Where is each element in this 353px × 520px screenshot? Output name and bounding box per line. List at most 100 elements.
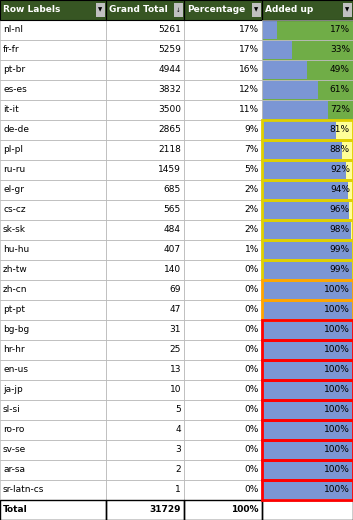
- Bar: [184, 380, 262, 400]
- Text: 100%: 100%: [324, 425, 350, 435]
- Text: 2: 2: [175, 465, 181, 474]
- Bar: [184, 440, 262, 460]
- Bar: [262, 460, 353, 480]
- Bar: [0, 400, 106, 420]
- Bar: [0, 440, 106, 460]
- Bar: [106, 0, 184, 20]
- Bar: [184, 20, 262, 40]
- Bar: [348, 201, 349, 219]
- Bar: [106, 160, 184, 180]
- Bar: [0, 100, 106, 120]
- Text: 484: 484: [164, 226, 181, 235]
- Bar: [262, 80, 353, 100]
- Bar: [106, 260, 184, 280]
- Text: 7%: 7%: [245, 146, 259, 154]
- Bar: [292, 61, 307, 79]
- Bar: [106, 400, 184, 420]
- Bar: [184, 0, 262, 20]
- Bar: [262, 121, 328, 139]
- Bar: [0, 140, 106, 160]
- Text: 0%: 0%: [245, 446, 259, 454]
- Text: 0%: 0%: [245, 406, 259, 414]
- Text: Grand Total: Grand Total: [109, 6, 168, 15]
- Text: 16%: 16%: [239, 66, 259, 74]
- Bar: [0, 220, 106, 240]
- Bar: [342, 161, 346, 179]
- Bar: [0, 140, 106, 160]
- Bar: [0, 20, 106, 40]
- Bar: [106, 40, 184, 60]
- Bar: [106, 500, 184, 520]
- Bar: [0, 340, 106, 360]
- Bar: [0, 340, 106, 360]
- Bar: [0, 480, 106, 500]
- Bar: [262, 120, 353, 140]
- Bar: [184, 20, 262, 40]
- Bar: [184, 500, 262, 520]
- Text: ↓: ↓: [176, 7, 181, 12]
- Bar: [0, 360, 106, 380]
- Bar: [184, 60, 262, 80]
- Bar: [184, 340, 262, 360]
- Bar: [184, 80, 262, 100]
- Bar: [0, 60, 106, 80]
- Bar: [349, 221, 351, 239]
- Text: 47: 47: [170, 305, 181, 315]
- Text: el-gr: el-gr: [3, 186, 24, 194]
- Bar: [262, 220, 353, 240]
- Text: nl-nl: nl-nl: [3, 25, 23, 34]
- Text: 5%: 5%: [245, 165, 259, 175]
- Bar: [184, 220, 262, 240]
- Text: 25: 25: [170, 345, 181, 355]
- Text: zh-tw: zh-tw: [3, 266, 28, 275]
- Text: 69: 69: [169, 285, 181, 294]
- Bar: [262, 201, 348, 219]
- Text: 1%: 1%: [245, 245, 259, 254]
- Text: 33%: 33%: [330, 45, 350, 55]
- Bar: [0, 400, 106, 420]
- Bar: [184, 200, 262, 220]
- Text: 0%: 0%: [245, 285, 259, 294]
- Bar: [184, 420, 262, 440]
- Bar: [262, 420, 353, 440]
- Bar: [184, 260, 262, 280]
- Bar: [106, 420, 184, 440]
- Bar: [184, 460, 262, 480]
- Text: 0%: 0%: [245, 366, 259, 374]
- Bar: [262, 360, 353, 380]
- Text: 11%: 11%: [239, 106, 259, 114]
- Bar: [262, 21, 277, 39]
- Text: sk-sk: sk-sk: [3, 226, 26, 235]
- Bar: [184, 400, 262, 420]
- Bar: [262, 100, 353, 120]
- Text: 407: 407: [164, 245, 181, 254]
- Bar: [262, 200, 353, 220]
- Bar: [262, 220, 353, 240]
- Bar: [307, 81, 317, 99]
- Bar: [184, 300, 262, 320]
- Bar: [106, 140, 184, 160]
- Bar: [106, 200, 184, 220]
- Bar: [0, 0, 106, 20]
- Text: 1459: 1459: [158, 165, 181, 175]
- Bar: [262, 20, 353, 40]
- Text: 140: 140: [164, 266, 181, 275]
- Text: Row Labels: Row Labels: [3, 6, 60, 15]
- Bar: [0, 0, 106, 20]
- Text: 3832: 3832: [158, 85, 181, 95]
- Bar: [0, 360, 106, 380]
- Text: de-de: de-de: [3, 125, 29, 135]
- Bar: [262, 240, 353, 260]
- Bar: [0, 500, 106, 520]
- Text: 100%: 100%: [324, 465, 350, 474]
- Text: 4: 4: [175, 425, 181, 435]
- Bar: [184, 480, 262, 500]
- Text: ru-ru: ru-ru: [3, 165, 25, 175]
- Bar: [106, 120, 184, 140]
- Bar: [262, 421, 353, 439]
- Bar: [262, 401, 353, 419]
- Bar: [106, 60, 184, 80]
- Bar: [262, 100, 353, 120]
- Bar: [262, 140, 353, 160]
- Bar: [262, 160, 353, 180]
